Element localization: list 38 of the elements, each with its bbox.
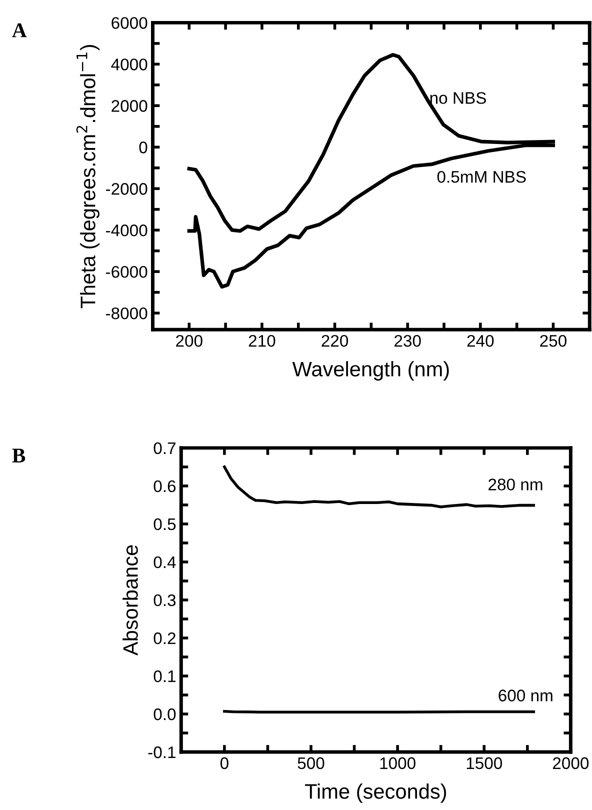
x-axis-title: Time (seconds) (305, 784, 446, 803)
x-tick-label: 250 (540, 334, 566, 347)
x-tick-label: 1500 (466, 757, 502, 770)
chart-title: B (12, 448, 26, 462)
annotation: 0.5mM NBS (437, 170, 526, 183)
y-tick-label: -0.1 (148, 746, 176, 758)
y-axis-title: Absorbance (122, 545, 138, 656)
y-tick-label: -2000 (106, 183, 148, 195)
x-tick-label: 230 (394, 334, 421, 347)
y-tick-label: 0.3 (154, 594, 176, 606)
annotation: 600 nm (498, 690, 552, 702)
y-tick-label: 0.4 (154, 556, 176, 568)
x-tick-label: 240 (467, 334, 494, 347)
y-tick-label: 0.5 (154, 518, 176, 530)
x-tick-label: 2000 (552, 757, 589, 770)
x-tick-label: 210 (248, 334, 276, 347)
y-tick-label: 0.6 (154, 480, 176, 492)
y-tick-label: -6000 (106, 266, 148, 278)
y-tick-label: -8000 (106, 307, 148, 320)
y-axis-title: Theta (degrees.cm$^{2}$.dmol$^{−1}$) (76, 45, 100, 308)
x-tick-label: 220 (322, 334, 348, 347)
x-axis-title: Wavelength (nm) (292, 361, 449, 381)
x-tick-label: 200 (176, 334, 202, 347)
y-tick-label: 0.2 (154, 632, 176, 644)
y-tick-label: 4000 (111, 58, 148, 70)
y-tick-label: 6000 (112, 17, 148, 29)
annotation: 280 nm (488, 478, 542, 490)
x-tick-label: 0 (220, 757, 228, 770)
x-tick-label: 1000 (380, 757, 416, 770)
y-tick-label: 0.0 (154, 708, 176, 720)
x-tick-label: 500 (298, 757, 324, 770)
y-tick-label: 2000 (112, 100, 148, 112)
y-tick-label: 0.7 (154, 442, 176, 454)
y-tick-label: 0 (139, 142, 148, 154)
annotation: no NBS (430, 92, 486, 104)
y-tick-label: -4000 (106, 224, 148, 236)
y-tick-label: 0.1 (154, 670, 176, 682)
chart-title: A (12, 23, 27, 38)
